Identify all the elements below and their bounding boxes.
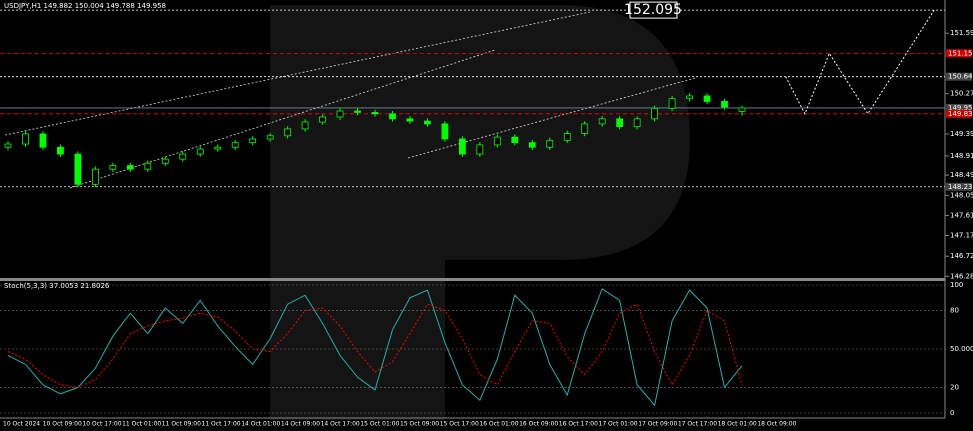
chart-title: USDJPY,H1 149.882 150.004 149.788 149.95… [4, 2, 166, 10]
y-tick-label: 146.72 [950, 252, 973, 260]
candle-body [493, 136, 501, 146]
x-tick-label: 18 Oct 01:00 [718, 421, 757, 428]
candle-body [389, 113, 396, 120]
candle-body [336, 110, 344, 118]
level-label-box [946, 103, 972, 112]
y-tick-label: 150.27 [950, 90, 973, 98]
level-label: 149.83 [948, 110, 973, 118]
x-tick-label: 16 Oct 17:00 [559, 421, 598, 428]
candle-body [668, 98, 676, 109]
osc-tick-label: 20 [950, 383, 959, 391]
candle-body [581, 123, 589, 134]
x-tick-label: 17 Oct 17:00 [678, 421, 717, 428]
trend-lines [4, 11, 696, 189]
level-label-box [946, 49, 972, 58]
osc-tick-label: 50.0000 [950, 345, 973, 353]
candle-body [703, 95, 711, 102]
candle-body [161, 158, 169, 164]
candle-body [546, 139, 554, 148]
x-tick-label: 14 Oct 17:00 [321, 421, 360, 428]
x-tick-label: 15 Oct 09:00 [400, 421, 439, 428]
candle-body [319, 116, 326, 123]
x-tick-label: 16 Oct 09:00 [519, 421, 558, 428]
candle-body [57, 146, 64, 155]
candle-body [511, 136, 519, 144]
candle-body [179, 153, 187, 160]
candle-body [109, 165, 117, 170]
candle-body [74, 153, 82, 185]
x-tick-label: 10 Oct 17:00 [82, 421, 121, 428]
candle-body [441, 123, 449, 140]
level-label-box [629, 1, 678, 19]
candle-body [616, 118, 624, 128]
x-tick-label: 10 Oct 09:00 [43, 421, 82, 428]
candle-body [686, 95, 693, 100]
level-label: 152.095 [624, 2, 682, 18]
level-label: 148.236 [948, 183, 973, 191]
candle-body [231, 142, 239, 148]
x-tick-label: 11 Oct 17:00 [202, 421, 241, 428]
y-tick-label: 147.17 [950, 232, 973, 240]
x-tick-label: 18 Oct 09:00 [757, 421, 796, 428]
x-tick-label: 11 Oct 01:00 [122, 421, 161, 428]
candle-body [354, 110, 361, 113]
y-tick-label: 151.59 [950, 29, 973, 37]
x-tick-label: 10 Oct 2024 [3, 421, 40, 428]
level-label-box [946, 72, 972, 81]
oscillator-title: Stoch(5,3,3) 37.0053 21.8026 [4, 282, 110, 290]
candle-body [301, 121, 309, 130]
candle-body [249, 138, 257, 144]
x-tick-label: 17 Oct 09:00 [638, 421, 677, 428]
candle-body [266, 135, 274, 140]
candle-body [476, 144, 484, 155]
x-tick-label: 14 Oct 09:00 [281, 421, 320, 428]
x-tick-label: 16 Oct 01:00 [479, 421, 518, 428]
candle-body [4, 143, 12, 148]
x-tick-label: 11 Oct 09:00 [162, 421, 201, 428]
candle-body [144, 162, 152, 170]
x-tick-label: 15 Oct 01:00 [360, 421, 399, 428]
level-label-box [946, 182, 972, 191]
candle-body [651, 107, 659, 120]
x-tick-label: 15 Oct 17:00 [440, 421, 479, 428]
osc-line [7, 288, 743, 407]
level-label: 151.15 [948, 49, 973, 57]
osc-tick-label: 80 [950, 307, 959, 315]
y-tick-label: 148.91 [950, 152, 973, 160]
candle-body [126, 165, 134, 170]
candle-body [39, 133, 47, 148]
candle-body [214, 146, 222, 150]
candle-body [721, 101, 728, 108]
forecast-line [785, 9, 935, 115]
candle-body [528, 142, 536, 148]
osc-tick-label: 0 [950, 409, 954, 417]
candle-body [633, 118, 641, 128]
candle-body [738, 107, 746, 112]
x-tick-label: 14 Oct 01:00 [241, 421, 280, 428]
watermark [270, 5, 690, 420]
candle-body [406, 118, 414, 122]
candle-body [371, 112, 379, 115]
candle-body [196, 148, 204, 155]
panel-divider [0, 278, 945, 281]
candle-body [91, 168, 99, 185]
y-tick-label: 148.49 [950, 171, 973, 179]
y-tick-label: 146.28 [950, 272, 973, 280]
candle-body [563, 133, 571, 141]
level-label: 149.958 [948, 104, 973, 112]
osc-tick-label: 100 [950, 281, 963, 289]
y-tick-label: 148.05 [950, 191, 973, 199]
candle-body [424, 120, 431, 125]
candle-body [284, 128, 292, 137]
candle-body [22, 133, 29, 145]
y-tick-label: 149.39 [950, 130, 973, 138]
candle-body [458, 138, 466, 155]
y-tick-label: 147.61 [950, 211, 973, 219]
osc-line [7, 303, 743, 388]
candle-body [598, 118, 606, 125]
level-label-box [946, 109, 972, 118]
level-label: 150.641 [948, 73, 973, 81]
x-tick-label: 17 Oct 01:00 [599, 421, 638, 428]
